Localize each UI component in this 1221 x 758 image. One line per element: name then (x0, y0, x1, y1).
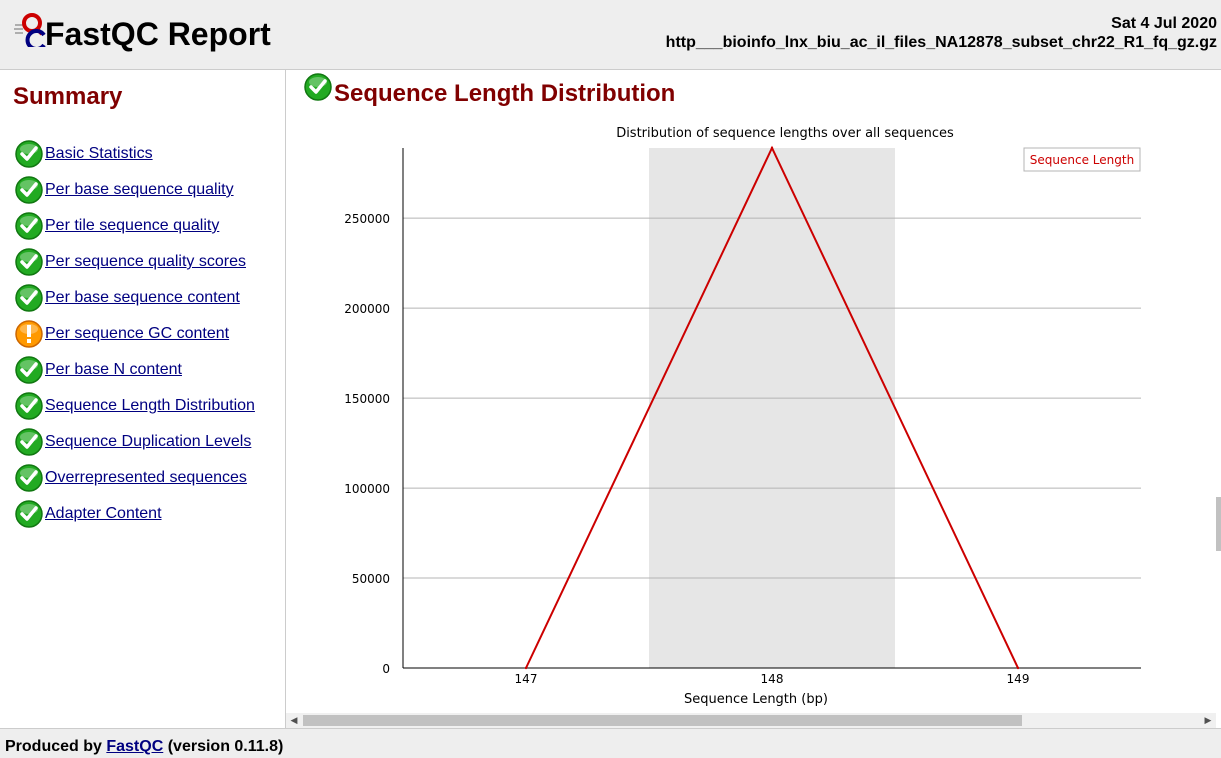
y-tick-label: 200000 (344, 302, 390, 316)
pass-icon (15, 428, 43, 456)
y-tick-label: 50000 (352, 572, 390, 586)
footer: Produced by FastQC (version 0.11.8) (0, 728, 1221, 758)
pass-icon (15, 356, 43, 384)
summary-link[interactable]: Sequence Length Distribution (45, 397, 255, 414)
header-info: Sat 4 Jul 2020 http___bioinfo_lnx_biu_ac… (666, 14, 1217, 52)
summary-sidebar: Summary Basic Statistics Per base sequenc… (0, 70, 286, 728)
y-tick-label: 100000 (344, 482, 390, 496)
pass-icon (15, 176, 43, 204)
summary-link[interactable]: Per base sequence content (45, 289, 240, 306)
report-filename: http___bioinfo_lnx_biu_ac_il_files_NA128… (665, 34, 1217, 51)
summary-link[interactable]: Sequence Duplication Levels (45, 433, 252, 450)
summary-item: Sequence Duplication Levels (14, 424, 255, 460)
sequence-length-chart: Distribution of sequence lengths over al… (344, 126, 1141, 707)
summary-link[interactable]: Per base sequence quality (45, 181, 234, 198)
main-content: Sequence Length Distribution Distributio… (286, 70, 1216, 713)
summary-title: Summary (13, 83, 123, 110)
summary-link[interactable]: Per sequence GC content (45, 325, 230, 342)
summary-item: Per sequence quality scores (14, 244, 255, 280)
legend-box (1023, 147, 1141, 172)
summary-list: Basic Statistics Per base sequence qualit… (14, 136, 255, 532)
scrollbar-thumb[interactable] (303, 715, 1022, 726)
summary-item: Per base sequence quality (14, 172, 255, 208)
fastqc-link[interactable]: FastQC (106, 738, 164, 755)
x-axis-label: Sequence Length (bp) (684, 692, 828, 707)
pass-icon (15, 392, 43, 420)
footer-text: Produced by FastQC (version 0.11.8) (5, 738, 283, 756)
pass-icon (15, 500, 43, 528)
summary-item: Basic Statistics (14, 136, 255, 172)
data-point (770, 146, 774, 150)
y-tick-label: 150000 (344, 392, 390, 406)
data-point (1016, 666, 1020, 670)
horizontal-scrollbar[interactable]: ◀ ▶ (286, 713, 1216, 728)
summary-link[interactable]: Per tile sequence quality (45, 217, 220, 234)
vertical-scrollbar-thumb[interactable] (1216, 497, 1221, 551)
app-title: FastQC Report (45, 16, 271, 52)
report-date: Sat 4 Jul 2020 (1111, 15, 1217, 32)
pass-icon (304, 73, 332, 101)
pass-icon (15, 284, 43, 312)
summary-link[interactable]: Per sequence quality scores (45, 253, 246, 270)
chart-title: Distribution of sequence lengths over al… (616, 126, 954, 141)
summary-link[interactable]: Basic Statistics (45, 145, 153, 162)
x-tick-label: 149 (1007, 672, 1030, 686)
scroll-right-icon[interactable]: ▶ (1204, 715, 1212, 725)
footer-prefix: Produced by (5, 738, 102, 755)
summary-item: Overrepresented sequences (14, 460, 255, 496)
warning-icon (15, 320, 43, 348)
summary-item: Sequence Length Distribution (14, 388, 255, 424)
summary-link[interactable]: Overrepresented sequences (45, 469, 247, 486)
legend-label: Sequence Length (1030, 153, 1134, 167)
footer-version: (version 0.11.8) (167, 738, 284, 755)
pass-icon (15, 212, 43, 240)
fastqc-logo-icon (14, 13, 46, 47)
summary-item: Adapter Content (14, 496, 255, 532)
summary-item: Per tile sequence quality (14, 208, 255, 244)
scroll-left-icon[interactable]: ◀ (290, 715, 298, 725)
data-point (524, 666, 528, 670)
pass-icon (15, 464, 43, 492)
y-tick-label: 0 (382, 662, 390, 676)
report-header: FastQC Report Sat 4 Jul 2020 http___bioi… (0, 0, 1221, 70)
y-tick-label: 250000 (344, 212, 390, 226)
pass-icon (15, 248, 43, 276)
pass-icon (15, 140, 43, 168)
summary-item: Per sequence GC content (14, 316, 255, 352)
section-title: Sequence Length Distribution (334, 80, 676, 107)
x-tick-label: 147 (515, 672, 538, 686)
summary-link[interactable]: Per base N content (45, 361, 182, 378)
summary-item: Per base N content (14, 352, 255, 388)
summary-item: Per base sequence content (14, 280, 255, 316)
summary-link[interactable]: Adapter Content (45, 505, 162, 522)
x-tick-label: 148 (761, 672, 784, 686)
highlight-band (649, 148, 895, 668)
